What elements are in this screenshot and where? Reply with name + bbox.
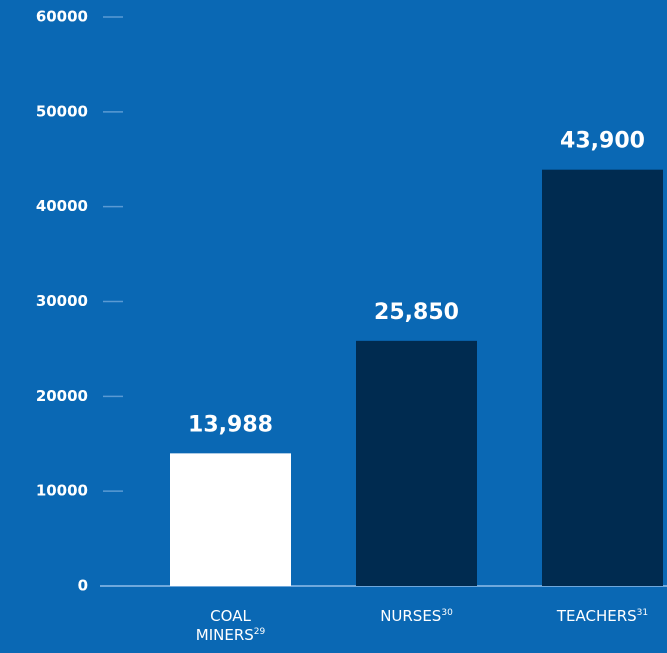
value-label: 25,850 <box>374 300 459 325</box>
category-name: COAL MINERS <box>195 607 254 644</box>
y-tick-label: 20000 <box>36 387 88 405</box>
bar <box>356 340 477 586</box>
y-tick-label: 30000 <box>36 292 88 310</box>
category-name: TEACHERS <box>556 607 637 625</box>
x-tick-label: NURSES30 <box>362 607 472 626</box>
y-tick-label: 10000 <box>36 482 88 500</box>
bar <box>170 453 291 586</box>
category-name: NURSES <box>380 607 442 625</box>
y-tick-label: 60000 <box>36 8 88 26</box>
value-label: 43,900 <box>560 129 645 154</box>
y-tick-label: 0 <box>78 577 88 595</box>
y-tick-label: 50000 <box>36 102 88 120</box>
footnote-ref: 29 <box>253 627 266 637</box>
footnote-ref: 30 <box>441 608 453 618</box>
x-tick-label: TEACHERS31 <box>548 607 658 626</box>
value-label: 13,988 <box>188 412 273 437</box>
bar <box>542 169 663 586</box>
y-tick-label: 40000 <box>36 197 88 215</box>
x-tick-label: COAL MINERS29 <box>176 607 286 645</box>
footnote-ref: 31 <box>636 608 649 618</box>
